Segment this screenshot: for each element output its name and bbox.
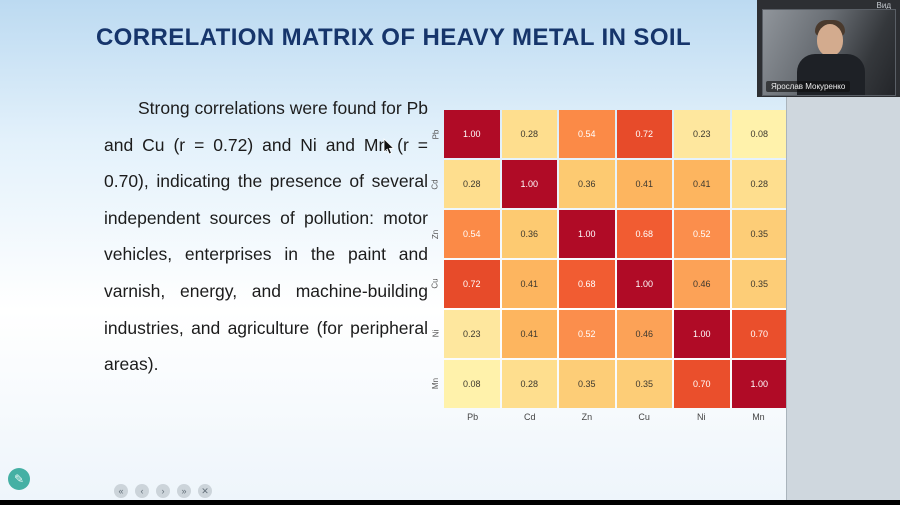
heatmap-cell-Zn-Zn: 1.00 <box>559 210 615 258</box>
heatmap-cell-Ni-Ni: 1.00 <box>674 310 730 358</box>
heatmap-grid: 1.00 0.28 0.54 0.72 0.23 0.08 0.28 1.00 0.36 0.41… <box>444 110 787 408</box>
bottom-toolbar: « ‹ › » ✕ <box>114 484 212 498</box>
heatmap-cell-Ni-Cd: 0.41 <box>501 310 557 358</box>
heatmap-col-label-Pb: Pb <box>467 412 479 422</box>
prev-slide-button[interactable]: ‹ <box>135 484 149 498</box>
heatmap-cell-Zn-Cu: 0.68 <box>616 210 672 258</box>
heatmap-cell-Cu-Pb: 0.72 <box>444 260 500 308</box>
next-slide-button[interactable]: › <box>156 484 170 498</box>
heatmap-cell-Cd-Zn: 0.36 <box>559 160 615 208</box>
webcam-zone: Вид Ярослав Мокуренко <box>757 0 900 97</box>
heatmap-col-label-Zn: Zn <box>581 412 593 422</box>
heatmap-col-label-Mn: Mn <box>752 412 765 422</box>
heatmap-row-label-Cd: Cd <box>430 179 440 190</box>
heatmap-cell-Zn-Mn: 0.35 <box>731 210 787 258</box>
heatmap-cell-Mn-Cu: 0.35 <box>616 360 672 408</box>
heatmap-col-labels: Pb Cd Zn Cu Ni Mn <box>444 408 787 426</box>
heatmap-cell-Mn-Pb: 0.08 <box>444 360 500 408</box>
heatmap-cell-Pb-Pb: 1.00 <box>444 110 500 158</box>
pencil-icon: ✎ <box>13 472 25 486</box>
heatmap-cell-Zn-Ni: 0.52 <box>674 210 730 258</box>
heatmap-cell-Cd-Ni: 0.41 <box>674 160 730 208</box>
shared-slide: CORRELATION MATRIX OF HEAVY METAL IN SOI… <box>0 0 787 500</box>
annotate-pencil-button[interactable]: ✎ <box>8 468 30 490</box>
heatmap-cell-Pb-Mn: 0.08 <box>731 110 787 158</box>
heatmap-cell-Pb-Zn: 0.54 <box>559 110 615 158</box>
heatmap-col-label-Ni: Ni <box>697 412 706 422</box>
heatmap-row-label-Ni: Ni <box>431 329 440 338</box>
heatmap-cell-Pb-Cu: 0.72 <box>616 110 672 158</box>
heatmap-row-label-Cu: Cu <box>430 278 440 289</box>
participant-name-tag: Ярослав Мокуренко <box>766 81 851 92</box>
heatmap-cell-Mn-Zn: 0.35 <box>559 360 615 408</box>
heatmap-row-label-Mn: Mn <box>431 377 440 389</box>
heatmap-cell-Pb-Cd: 0.28 <box>501 110 557 158</box>
heatmap-cell-Ni-Zn: 0.52 <box>559 310 615 358</box>
heatmap-cell-Zn-Cd: 0.36 <box>501 210 557 258</box>
mouse-cursor-icon <box>383 138 395 155</box>
heatmap-cell-Ni-Cu: 0.46 <box>616 310 672 358</box>
heatmap-cell-Cu-Zn: 0.68 <box>559 260 615 308</box>
heatmap-row-labels: Pb Cd Zn Cu Ni Mn <box>427 110 444 408</box>
heatmap-cell-Cd-Cu: 0.41 <box>616 160 672 208</box>
heatmap-row-label-Pb: Pb <box>430 129 440 140</box>
correlation-heatmap: Pb Cd Zn Cu Ni Mn 1.00 0.28 0.54 0.72 0.23 0.08 0.2… <box>427 110 787 426</box>
bottom-edge-bar <box>0 500 900 505</box>
close-toolbar-button[interactable]: ✕ <box>198 484 212 498</box>
view-button[interactable]: Вид <box>876 1 891 10</box>
heatmap-cell-Cd-Cd: 1.00 <box>501 160 557 208</box>
heatmap-cell-Mn-Cd: 0.28 <box>501 360 557 408</box>
heatmap-cell-Zn-Pb: 0.54 <box>444 210 500 258</box>
heatmap-cell-Cu-Ni: 0.46 <box>674 260 730 308</box>
heatmap-col-label-Cu: Cu <box>638 412 650 422</box>
heatmap-cell-Ni-Pb: 0.23 <box>444 310 500 358</box>
first-slide-button[interactable]: « <box>114 484 128 498</box>
slide-title: CORRELATION MATRIX OF HEAVY METAL IN SOI… <box>95 24 692 51</box>
heatmap-cell-Cu-Mn: 0.35 <box>731 260 787 308</box>
heatmap-cell-Cd-Mn: 0.28 <box>731 160 787 208</box>
heatmap-cell-Cd-Pb: 0.28 <box>444 160 500 208</box>
heatmap-cell-Cu-Cu: 1.00 <box>616 260 672 308</box>
heatmap-col-label-Cd: Cd <box>524 412 536 422</box>
heatmap-cell-Ni-Mn: 0.70 <box>731 310 787 358</box>
webcam-video[interactable]: Ярослав Мокуренко <box>762 9 896 96</box>
heatmap-row-label-Zn: Zn <box>431 229 440 239</box>
participant-face <box>817 24 843 56</box>
slide-paragraph: Strong correlations were found for Pb an… <box>104 98 428 375</box>
heatmap-cell-Mn-Mn: 1.00 <box>731 360 787 408</box>
last-slide-button[interactable]: » <box>177 484 191 498</box>
heatmap-cell-Cu-Cd: 0.41 <box>501 260 557 308</box>
heatmap-cell-Pb-Ni: 0.23 <box>674 110 730 158</box>
heatmap-cell-Mn-Ni: 0.70 <box>674 360 730 408</box>
